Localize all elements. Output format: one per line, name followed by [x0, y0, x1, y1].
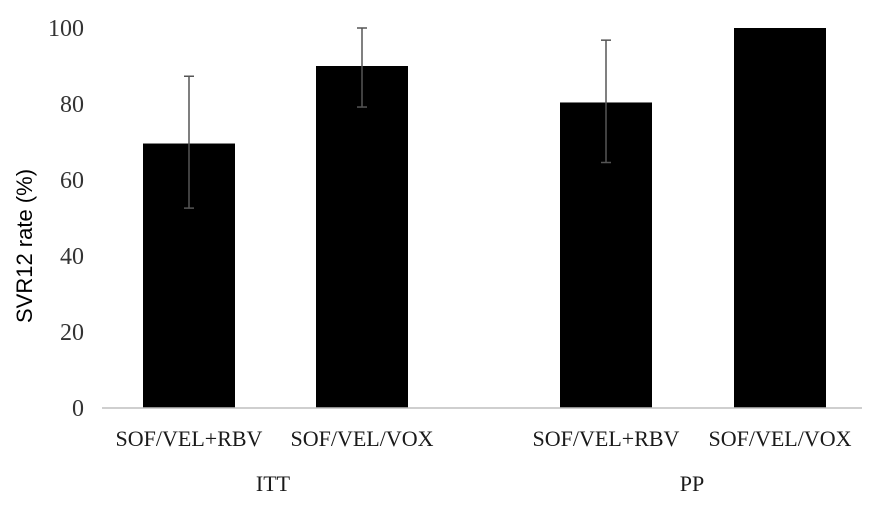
y-tick-label: 60	[60, 168, 84, 194]
y-tick-label: 40	[60, 244, 84, 270]
category-label: SOF/VEL+RBV	[533, 426, 680, 451]
y-tick-label: 20	[60, 320, 84, 346]
bar	[734, 28, 826, 408]
category-label: SOF/VEL/VOX	[290, 426, 433, 451]
y-tick-label: 100	[48, 16, 84, 42]
y-axis-title: SVR12 rate (%)	[12, 169, 37, 323]
category-label: SOF/VEL+RBV	[116, 426, 263, 451]
y-tick-label: 0	[72, 396, 84, 422]
category-label: SOF/VEL/VOX	[708, 426, 851, 451]
bar	[316, 66, 408, 408]
y-tick-label: 80	[60, 92, 84, 118]
group-label: PP	[680, 471, 704, 496]
group-label: ITT	[256, 471, 291, 496]
